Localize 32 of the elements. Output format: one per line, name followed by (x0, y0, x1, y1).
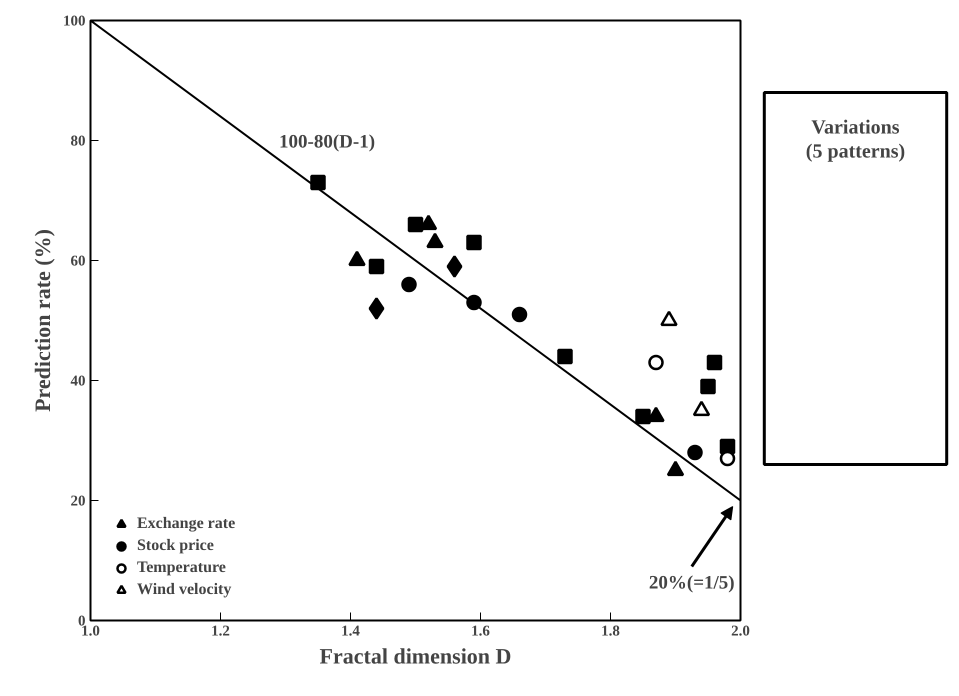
x-tick-label: 1.2 (211, 624, 230, 640)
point (557, 348, 573, 364)
y-tick-label: 60 (70, 254, 86, 270)
x-tick-label: 1.4 (341, 624, 360, 640)
legend-label: Stock price (137, 537, 214, 555)
point (648, 354, 664, 370)
legend-label: Exchange rate (137, 515, 236, 533)
annotation: 100-80(D-1) (279, 132, 376, 152)
point (635, 408, 651, 424)
point (687, 444, 703, 460)
y-tick-label: 100 (63, 14, 86, 30)
point (310, 174, 326, 190)
point (401, 276, 417, 292)
point (512, 306, 528, 322)
point (466, 234, 482, 250)
text: Variations (5 patterns) (806, 116, 906, 162)
point (408, 216, 424, 232)
y-axis-title: Prediction rate (%) (30, 229, 55, 412)
point (700, 378, 716, 394)
y-tick-label: 80 (70, 134, 86, 150)
y-tick-label: 20 (70, 494, 86, 510)
point (466, 294, 482, 310)
annotation: 20%(=1/5) (648, 572, 735, 594)
x-axis-title: Fractal dimension D (320, 644, 512, 668)
point (706, 354, 722, 370)
x-tick-label: 1.8 (601, 624, 620, 640)
legend-label: Temperature (137, 559, 226, 577)
x-tick-label: 1.6 (471, 624, 490, 640)
y-tick-label: 40 (70, 374, 86, 390)
x-tick-label: 2.0 (731, 624, 750, 640)
point (368, 258, 384, 274)
legend-label: Wind velocity (137, 581, 232, 599)
